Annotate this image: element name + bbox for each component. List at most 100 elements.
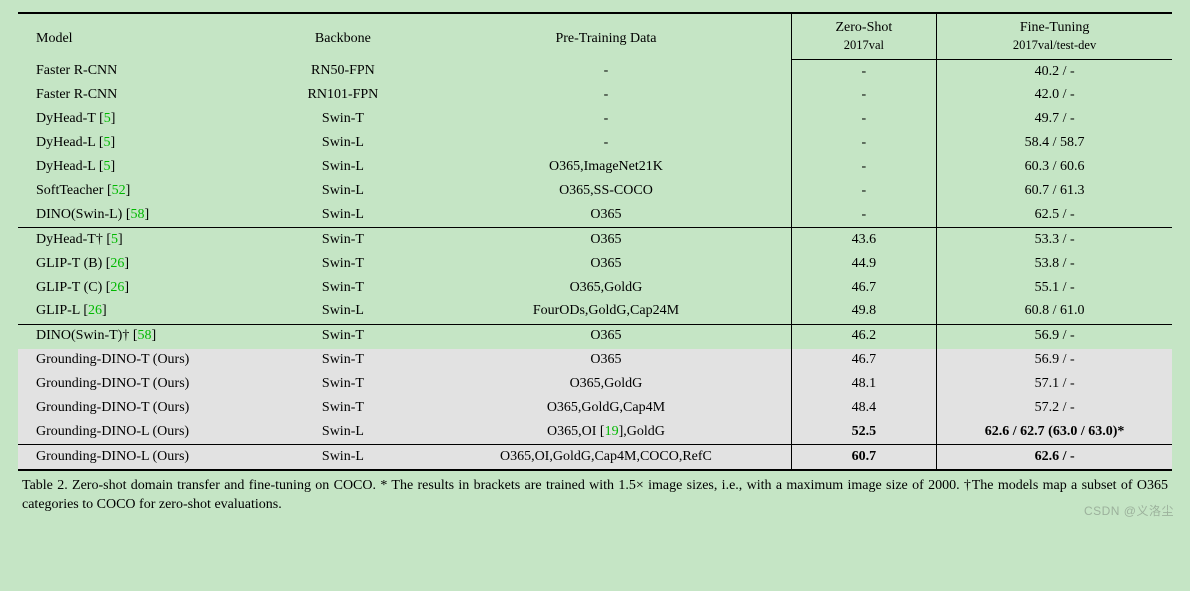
cell-finetune: 62.5 / - <box>937 203 1172 227</box>
cell-backbone: Swin-T <box>264 396 421 420</box>
cell-finetune: 53.8 / - <box>937 252 1172 276</box>
cell-pretrain: O365 <box>421 324 791 348</box>
cell-zeroshot: 46.7 <box>791 349 937 373</box>
col-subheader-finetune: 2017val/test-dev <box>937 38 1172 60</box>
cell-finetune: 60.8 / 61.0 <box>937 300 1172 324</box>
cell-pretrain: FourODs,GoldG,Cap24M <box>421 300 791 324</box>
cell-backbone: Swin-T <box>264 373 421 397</box>
table-row: DyHead-T† [5] Swin-T O365 43.6 53.3 / - <box>18 228 1172 252</box>
cell-pretrain: O365,OI [19],GoldG <box>421 420 791 444</box>
table-row: Grounding-DINO-T (Ours) Swin-T O365 46.7… <box>18 349 1172 373</box>
cell-pretrain: O365 <box>421 252 791 276</box>
cell-zeroshot: - <box>791 60 937 84</box>
cell-model: Grounding-DINO-L (Ours) <box>18 445 264 470</box>
cell-pretrain: - <box>421 60 791 84</box>
table-row: DyHead-L [5] Swin-L - - 58.4 / 58.7 <box>18 132 1172 156</box>
citation: 5 <box>104 159 111 174</box>
table-row: Grounding-DINO-T (Ours) Swin-T O365,Gold… <box>18 373 1172 397</box>
cell-finetune: 57.1 / - <box>937 373 1172 397</box>
table-row: SoftTeacher [52] Swin-L O365,SS-COCO - 6… <box>18 179 1172 203</box>
cell-zeroshot: - <box>791 203 937 227</box>
cell-zeroshot: 52.5 <box>791 420 937 444</box>
cell-model: Grounding-DINO-T (Ours) <box>18 396 264 420</box>
table-caption: Table 2. Zero-shot domain transfer and f… <box>18 477 1172 515</box>
cell-pretrain: O365,ImageNet21K <box>421 156 791 180</box>
table-row: Faster R-CNN RN50-FPN - - 40.2 / - <box>18 60 1172 84</box>
cell-model: DINO(Swin-T)† [58] <box>18 324 264 348</box>
table-row: DINO(Swin-L) [58] Swin-L O365 - 62.5 / - <box>18 203 1172 227</box>
table-row: Grounding-DINO-L (Ours) Swin-L O365,OI,G… <box>18 445 1172 470</box>
cell-backbone: Swin-T <box>264 324 421 348</box>
cell-backbone: Swin-T <box>264 276 421 300</box>
citation: 5 <box>111 232 118 247</box>
results-table: Model Backbone Pre-Training Data Zero-Sh… <box>18 12 1172 471</box>
cell-finetune: 40.2 / - <box>937 60 1172 84</box>
cell-backbone: Swin-L <box>264 132 421 156</box>
cell-backbone: Swin-L <box>264 420 421 444</box>
col-header-pretrain: Pre-Training Data <box>421 13 791 60</box>
cell-backbone: RN50-FPN <box>264 60 421 84</box>
cell-finetune: 53.3 / - <box>937 228 1172 252</box>
cell-pretrain: O365,GoldG <box>421 276 791 300</box>
cell-model: Grounding-DINO-T (Ours) <box>18 349 264 373</box>
cell-backbone: Swin-L <box>264 179 421 203</box>
cell-model: Faster R-CNN <box>18 60 264 84</box>
header-row-1: Model Backbone Pre-Training Data Zero-Sh… <box>18 13 1172 38</box>
citation: 19 <box>605 424 619 439</box>
cell-model: DyHead-T† [5] <box>18 228 264 252</box>
col-header-backbone: Backbone <box>264 13 421 60</box>
cell-backbone: Swin-T <box>264 108 421 132</box>
cell-zeroshot: - <box>791 108 937 132</box>
cell-model: GLIP-L [26] <box>18 300 264 324</box>
cell-finetune: 62.6 / - <box>937 445 1172 470</box>
citation: 26 <box>110 280 124 295</box>
cell-backbone: Swin-L <box>264 445 421 470</box>
col-subheader-zeroshot: 2017val <box>791 38 937 60</box>
table-row: Faster R-CNN RN101-FPN - - 42.0 / - <box>18 84 1172 108</box>
cell-zeroshot: 46.7 <box>791 276 937 300</box>
cell-model: Grounding-DINO-L (Ours) <box>18 420 264 444</box>
table-row: Grounding-DINO-T (Ours) Swin-T O365,Gold… <box>18 396 1172 420</box>
cell-zeroshot: 60.7 <box>791 445 937 470</box>
cell-backbone: Swin-L <box>264 203 421 227</box>
col-header-model: Model <box>18 13 264 60</box>
cell-pretrain: O365 <box>421 349 791 373</box>
table-row: DINO(Swin-T)† [58] Swin-T O365 46.2 56.9… <box>18 324 1172 348</box>
cell-zeroshot: - <box>791 132 937 156</box>
citation: 5 <box>104 135 111 150</box>
cell-model: DyHead-L [5] <box>18 132 264 156</box>
cell-finetune: 49.7 / - <box>937 108 1172 132</box>
citation: 26 <box>110 256 124 271</box>
cell-zeroshot: - <box>791 84 937 108</box>
cell-finetune: 56.9 / - <box>937 324 1172 348</box>
table-row: DyHead-L [5] Swin-L O365,ImageNet21K - 6… <box>18 156 1172 180</box>
cell-model: SoftTeacher [52] <box>18 179 264 203</box>
cell-pretrain: O365,GoldG,Cap4M <box>421 396 791 420</box>
cell-pretrain: O365,SS-COCO <box>421 179 791 203</box>
cell-finetune: 62.6 / 62.7 (63.0 / 63.0)* <box>937 420 1172 444</box>
citation: 26 <box>88 303 102 318</box>
cell-model: Faster R-CNN <box>18 84 264 108</box>
cell-pretrain: O365 <box>421 203 791 227</box>
cell-model: DyHead-L [5] <box>18 156 264 180</box>
cell-pretrain: - <box>421 132 791 156</box>
citation: 58 <box>131 207 145 222</box>
table-row: Grounding-DINO-L (Ours) Swin-L O365,OI [… <box>18 420 1172 444</box>
cell-zeroshot: 49.8 <box>791 300 937 324</box>
cell-zeroshot: 48.1 <box>791 373 937 397</box>
cell-zeroshot: - <box>791 179 937 203</box>
cell-backbone: Swin-L <box>264 156 421 180</box>
cell-model: DyHead-T [5] <box>18 108 264 132</box>
col-header-finetune: Fine-Tuning <box>937 13 1172 38</box>
watermark: CSDN @义洛尘 <box>1084 502 1174 519</box>
cell-model: DINO(Swin-L) [58] <box>18 203 264 227</box>
citation: 58 <box>138 328 152 343</box>
citation: 52 <box>112 183 126 198</box>
cell-model: GLIP-T (B) [26] <box>18 252 264 276</box>
cell-zeroshot: 48.4 <box>791 396 937 420</box>
cell-finetune: 56.9 / - <box>937 349 1172 373</box>
cell-pretrain: - <box>421 84 791 108</box>
col-header-zeroshot: Zero-Shot <box>791 13 937 38</box>
cell-finetune: 60.7 / 61.3 <box>937 179 1172 203</box>
table-row: GLIP-T (C) [26] Swin-T O365,GoldG 46.7 5… <box>18 276 1172 300</box>
